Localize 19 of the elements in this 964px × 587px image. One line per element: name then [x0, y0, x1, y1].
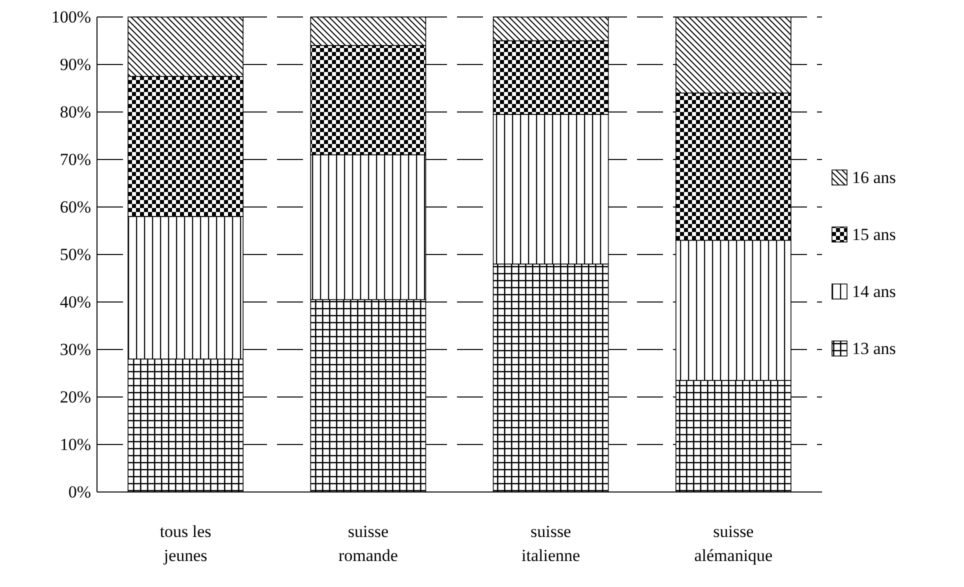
- y-tick-label: 100%: [51, 7, 91, 26]
- x-tick-label: suisse alémanique: [694, 522, 773, 565]
- legend-label: 15 ans: [852, 225, 896, 244]
- y-tick-label: 60%: [60, 197, 91, 216]
- y-tick-label: 90%: [60, 54, 91, 74]
- x-tick-label: suisse romande: [338, 522, 398, 565]
- y-tick-label: 40%: [60, 292, 91, 312]
- y-tick-label: 70%: [60, 150, 91, 169]
- y-tick-label: 80%: [60, 102, 91, 122]
- x-tick-label: tous les jeunes: [160, 522, 212, 565]
- x-tick-label: suisse italienne: [522, 522, 580, 565]
- legend-label: 16 ans: [852, 168, 896, 187]
- y-tick-label: 30%: [60, 340, 91, 359]
- y-tick-label: 10%: [60, 434, 91, 454]
- legend-label: 13 ans: [852, 339, 896, 358]
- legend-label: 14 ans: [852, 282, 896, 301]
- y-tick-label: 0%: [68, 482, 91, 502]
- y-tick-label: 50%: [60, 244, 91, 264]
- y-tick-label: 20%: [60, 387, 91, 406]
